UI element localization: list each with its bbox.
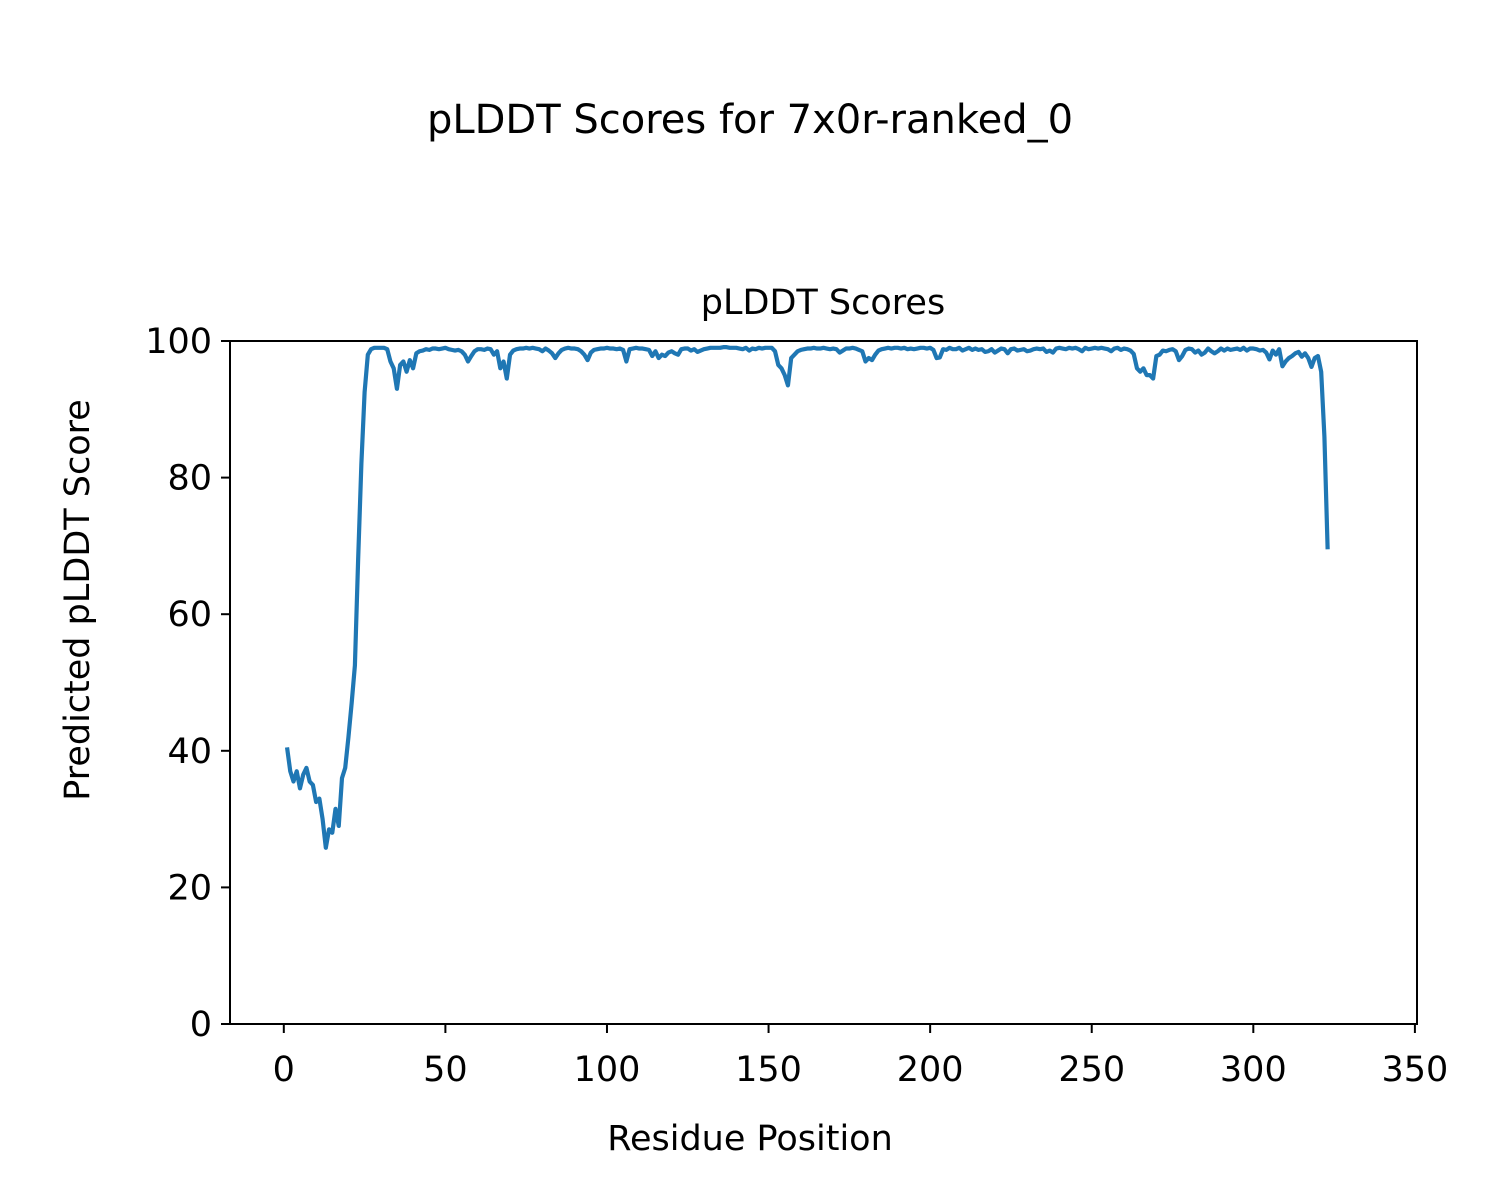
x-tick-label: 150 bbox=[735, 1050, 802, 1090]
y-axis-label: Predicted pLDDT Score bbox=[58, 399, 98, 801]
x-axis-ticks: 0 50 100 150 200 250 300 350 bbox=[273, 1024, 1448, 1090]
y-tick-label: 0 bbox=[190, 1005, 212, 1045]
y-axis-ticks: 0 20 40 60 80 100 bbox=[145, 322, 230, 1045]
x-tick-label: 50 bbox=[423, 1050, 468, 1090]
line-layer bbox=[284, 345, 1330, 850]
x-tick-label: 0 bbox=[273, 1050, 295, 1090]
axes-title: pLDDT Scores bbox=[701, 283, 945, 323]
plot-frame bbox=[229, 340, 1418, 1025]
x-tick-label: 300 bbox=[1220, 1050, 1287, 1090]
y-tick-label: 20 bbox=[167, 868, 212, 908]
series-line-0 bbox=[284, 345, 1330, 850]
plot-background bbox=[230, 341, 1417, 1024]
figure-suptitle: pLDDT Scores for 7x0r-ranked_0 bbox=[427, 97, 1073, 143]
y-tick-label: 100 bbox=[145, 322, 212, 362]
x-tick-label: 100 bbox=[574, 1050, 641, 1090]
y-tick-label: 60 bbox=[167, 595, 212, 635]
y-tick-label: 40 bbox=[167, 732, 212, 772]
x-axis-label: Residue Position bbox=[607, 1119, 893, 1159]
x-tick-label: 200 bbox=[897, 1050, 964, 1090]
x-tick-label: 350 bbox=[1381, 1050, 1448, 1090]
y-tick-label: 80 bbox=[167, 459, 212, 499]
plot-area bbox=[229, 340, 1418, 1025]
x-tick-label: 250 bbox=[1058, 1050, 1125, 1090]
